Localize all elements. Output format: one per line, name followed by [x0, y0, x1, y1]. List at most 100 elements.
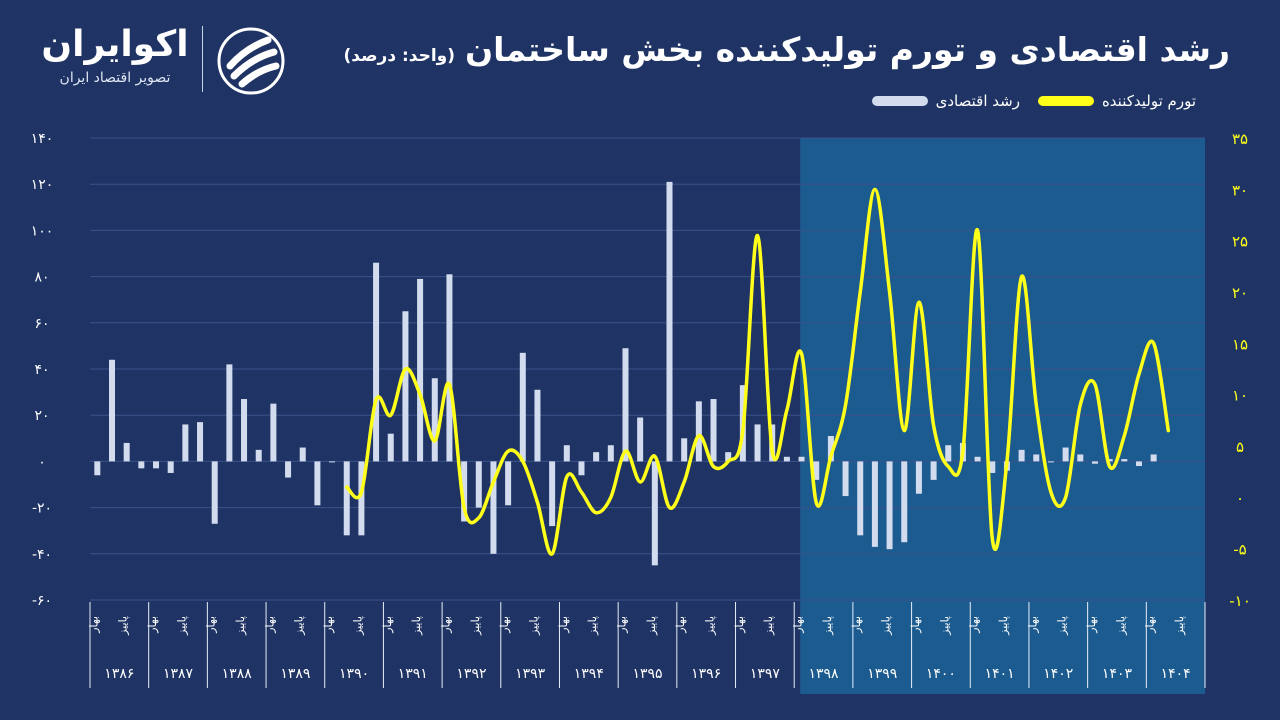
growth-bar [1121, 459, 1128, 462]
growth-bar [1047, 461, 1054, 463]
season-label: پاییز [293, 616, 306, 636]
season-label: بهار [263, 616, 276, 634]
season-label: پاییز [351, 616, 364, 636]
growth-bar [1018, 449, 1025, 462]
year-label: ۱۳۹۲ [456, 666, 486, 682]
growth-bar [915, 461, 922, 494]
y-left-tick-label: -۲۰ [32, 501, 52, 517]
season-label: بهار [1026, 616, 1039, 634]
logo-divider [202, 26, 203, 92]
growth-bar [593, 452, 600, 462]
season-label: بهار [322, 616, 335, 634]
season-label: پاییز [527, 616, 540, 636]
growth-bar [974, 456, 981, 462]
season-label: پاییز [586, 616, 599, 636]
season-label: پاییز [469, 616, 482, 636]
year-label: ۱۳۹۱ [398, 666, 428, 682]
growth-bar [241, 399, 248, 462]
y-left-tick-label: ۱۲۰ [31, 177, 54, 193]
growth-bar [607, 445, 614, 462]
year-label: ۱۳۹۳ [515, 666, 546, 682]
growth-bar [358, 461, 365, 536]
growth-bar [637, 417, 644, 462]
season-label: بهار [146, 616, 159, 634]
season-label: بهار [968, 616, 981, 634]
growth-bar [754, 424, 761, 462]
year-label: ۱۳۹۵ [632, 666, 662, 682]
growth-bar [343, 461, 350, 536]
season-label: بهار [439, 616, 452, 634]
growth-bar [666, 181, 673, 462]
logo-name: اکوایران [41, 24, 189, 65]
y-right-tick-label: -۵ [1233, 541, 1246, 559]
season-label: پاییز [117, 616, 130, 636]
growth-bar [651, 461, 658, 566]
growth-bar [387, 433, 394, 462]
y-left-tick-label: ۶۰ [34, 316, 49, 332]
growth-bar [534, 389, 541, 462]
growth-bar [475, 461, 482, 508]
growth-bar [622, 348, 629, 462]
growth-bar [710, 399, 717, 462]
logo[interactable]: اکوایران تصویر اقتصاد ایران [36, 22, 296, 98]
growth-bar [857, 461, 864, 536]
growth-bar [681, 438, 688, 462]
y-right-tick-label: ۵ [1236, 438, 1244, 456]
season-label: پاییز [175, 616, 188, 636]
growth-bar [1135, 461, 1142, 467]
growth-bar [109, 359, 116, 462]
growth-bar [783, 456, 790, 462]
growth-bar [373, 262, 380, 462]
year-label: ۱۳۸۸ [222, 666, 253, 682]
y-right-tick-label: ۱۵ [1232, 335, 1248, 353]
season-label: بهار [909, 616, 922, 634]
growth-bar [138, 461, 145, 469]
season-label: پاییز [645, 616, 658, 636]
growth-bar [945, 445, 952, 462]
year-label: ۱۳۹۹ [867, 666, 897, 682]
growth-bar [1091, 461, 1098, 464]
header: اکوایران تصویر اقتصاد ایران رشد اقتصادی … [0, 0, 1280, 130]
chart-unit: (واحد: درصد) [343, 46, 456, 66]
growth-bar [402, 311, 409, 462]
season-label: پاییز [410, 616, 423, 636]
growth-bar [1062, 447, 1069, 462]
season-label: بهار [1085, 616, 1098, 634]
y-right-tick-label: ۳۰ [1232, 181, 1248, 199]
season-label: بهار [205, 616, 218, 634]
y-left-tick-label: ۱۴۰ [31, 131, 54, 147]
season-label: پاییز [938, 616, 951, 636]
y-left-tick-label: -۴۰ [32, 547, 52, 563]
growth-bar [725, 452, 732, 462]
highlight-region [800, 138, 1205, 694]
growth-bar [211, 461, 218, 524]
season-label: بهار [733, 616, 746, 634]
growth-bar [123, 442, 130, 462]
y-right-tick-label: ۳۵ [1232, 130, 1248, 148]
growth-bar [1077, 454, 1084, 462]
year-label: ۱۳۹۸ [809, 666, 840, 682]
y-left-tick-label: ۲۰ [34, 408, 49, 424]
growth-bar [901, 461, 908, 543]
growth-bar [930, 461, 937, 480]
year-label: ۱۳۹۰ [339, 666, 369, 682]
season-label: بهار [674, 616, 687, 634]
year-label: ۱۴۰۲ [1043, 666, 1073, 682]
growth-bar [182, 424, 189, 462]
y-left-tick-label: ۸۰ [34, 270, 49, 286]
season-label: بهار [498, 616, 511, 634]
season-label: بهار [792, 616, 805, 634]
growth-bar [299, 447, 306, 462]
growth-bar [417, 278, 424, 462]
year-label: ۱۴۰۰ [926, 666, 956, 682]
growth-bar [886, 461, 893, 550]
logo-tagline: تصویر اقتصاد ایران [59, 70, 171, 86]
growth-bar [813, 461, 820, 480]
growth-bar [490, 461, 497, 554]
season-label: پاییز [762, 616, 775, 636]
legend: تورم تولیدکننده رشد اقتصادی [871, 88, 1196, 114]
growth-bar [226, 364, 233, 462]
season-label: پاییز [1114, 616, 1127, 636]
growth-bar [1106, 459, 1113, 462]
